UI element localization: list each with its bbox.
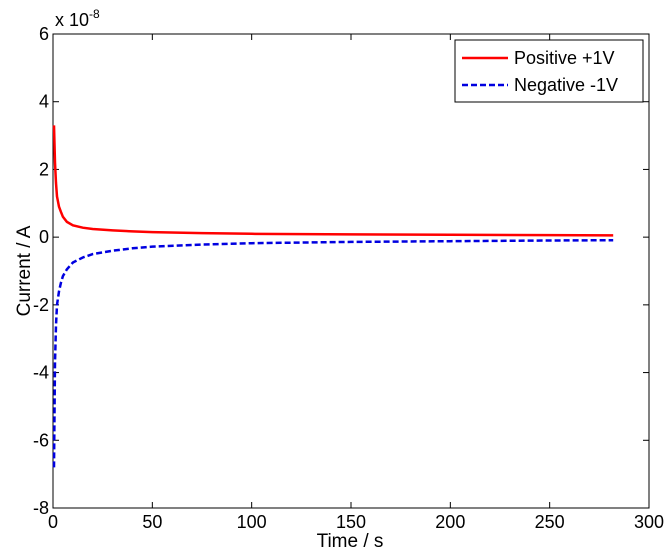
y-tick-label-7: 6 [39, 24, 49, 44]
y-exponent-base: x 10 [55, 10, 89, 30]
legend: Positive +1V Negative -1V [454, 39, 644, 103]
plot-area [52, 33, 650, 509]
x-tick-label-1: 50 [142, 512, 162, 532]
x-tick-label-3: 150 [336, 512, 366, 532]
y-tick-label-4: 0 [39, 227, 49, 247]
x-tick-label-5: 250 [535, 512, 565, 532]
legend-label-1: Negative -1V [514, 75, 618, 95]
y-tick-label-0: -8 [33, 498, 49, 518]
x-tick-label-6: 300 [634, 512, 664, 532]
legend-box [454, 39, 644, 103]
series-line-1 [52, 238, 614, 468]
y-axis-label: Current / A [14, 225, 35, 316]
series-line-0 [52, 125, 614, 237]
y-exponent-power: -8 [89, 7, 100, 21]
y-tick-label-1: -6 [33, 430, 49, 450]
y-tick-label-3: -2 [33, 295, 49, 315]
y-tick-label-2: -4 [33, 363, 49, 383]
x-tick-label-4: 200 [435, 512, 465, 532]
axis-ticks: 0 50 100 150 200 250 300 -8 -6 -4 -2 0 2 4 6 [33, 24, 664, 532]
y-axis-exponent: x 10-8 [55, 7, 100, 30]
x-tick-label-2: 100 [237, 512, 267, 532]
y-tick-label-5: 2 [39, 159, 49, 179]
series-layer [52, 125, 614, 468]
x-axis-label: Time / s [317, 531, 384, 552]
legend-label-0: Positive +1V [514, 48, 615, 68]
x-tick-label-0: 0 [48, 512, 58, 532]
y-tick-label-6: 4 [39, 92, 49, 112]
